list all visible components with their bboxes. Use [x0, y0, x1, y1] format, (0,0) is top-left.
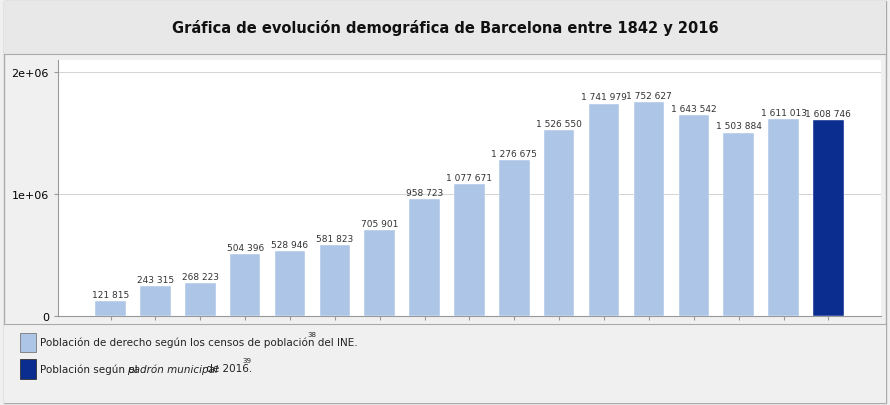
Text: 121 815: 121 815	[92, 290, 129, 299]
Text: padrón municipal: padrón municipal	[127, 363, 218, 374]
Bar	[544, 130, 574, 316]
Text: 1 752 627: 1 752 627	[626, 92, 672, 101]
Text: 39: 39	[242, 358, 251, 363]
Text: 1 503 884: 1 503 884	[716, 122, 762, 131]
Text: 1 526 550: 1 526 550	[537, 119, 582, 128]
Text: 958 723: 958 723	[406, 188, 443, 197]
Bar	[499, 161, 530, 316]
Text: 528 946: 528 946	[271, 241, 309, 249]
Text: 1 077 671: 1 077 671	[447, 174, 492, 183]
Text: de 2016.: de 2016.	[203, 364, 252, 373]
Text: 38: 38	[307, 331, 316, 337]
Bar	[365, 230, 395, 316]
Bar	[589, 104, 619, 316]
Bar	[678, 116, 709, 316]
Text: 1 608 746: 1 608 746	[805, 109, 852, 118]
Bar	[230, 255, 261, 316]
Bar	[409, 199, 440, 316]
Bar	[634, 103, 664, 316]
Text: 243 315: 243 315	[137, 275, 174, 284]
Text: 705 901: 705 901	[361, 219, 399, 228]
Bar	[140, 286, 171, 316]
Bar	[724, 133, 754, 316]
Text: 1 643 542: 1 643 542	[671, 105, 716, 114]
Text: 1 741 979: 1 741 979	[581, 93, 627, 102]
Bar	[320, 245, 350, 316]
Text: 581 823: 581 823	[316, 234, 353, 243]
Bar	[275, 252, 305, 316]
Text: 1 611 013: 1 611 013	[761, 109, 806, 118]
Text: 504 396: 504 396	[227, 243, 263, 252]
Bar	[768, 120, 799, 316]
Bar	[185, 284, 215, 316]
Text: Gráfica de evolución demográfica de Barcelona entre 1842 y 2016: Gráfica de evolución demográfica de Barc…	[172, 20, 718, 36]
Text: Población según el: Población según el	[40, 363, 141, 374]
Text: 268 223: 268 223	[182, 272, 219, 281]
Bar	[454, 185, 485, 316]
Text: 1 276 675: 1 276 675	[491, 149, 538, 159]
Text: Población de derecho según los censos de población del INE.: Población de derecho según los censos de…	[40, 337, 358, 347]
Bar	[813, 120, 844, 316]
Bar	[95, 301, 125, 316]
